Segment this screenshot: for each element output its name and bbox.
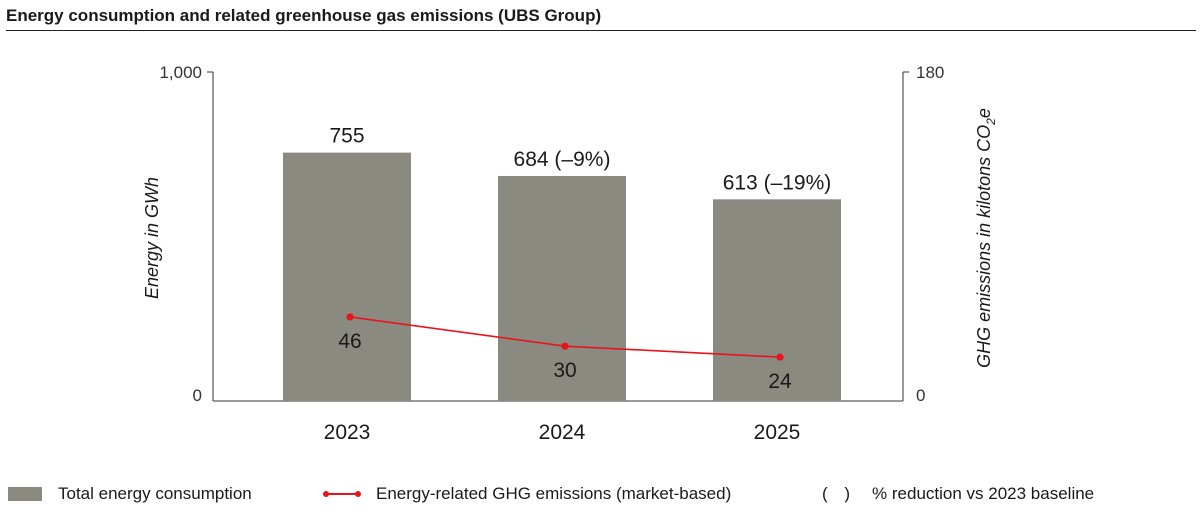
emissions-point-2025 xyxy=(776,353,784,361)
bar-2024 xyxy=(498,175,626,401)
chart-title: Energy consumption and related greenhous… xyxy=(6,6,602,25)
legend-paren-symbol: ( ) xyxy=(822,484,857,503)
right-axis-title-subscript: 2 xyxy=(984,118,998,126)
legend-item-emissions: Energy-related GHG emissions (market-bas… xyxy=(322,484,731,504)
legend-item-note: ( ) % reduction vs 2023 baseline xyxy=(822,484,1094,504)
right-axis-title-tail: e xyxy=(974,108,994,118)
bar-value-label-2023: 755 xyxy=(329,125,364,148)
emissions-point-2023 xyxy=(346,313,354,321)
bar-2025 xyxy=(713,199,841,401)
left-tick-max-label: 1,000 xyxy=(159,63,202,82)
chart-area: 1,000 0 180 0 Energy in GWh GHG emission… xyxy=(142,63,998,444)
left-tick-zero-label: 0 xyxy=(193,386,202,405)
category-label-2024: 2024 xyxy=(539,421,586,444)
legend-note-label: % reduction vs 2023 baseline xyxy=(872,484,1095,503)
legend: Total energy consumption Energy-related … xyxy=(0,484,1200,508)
right-tick-max-label: 180 xyxy=(916,63,944,82)
right-axis-title: GHG emissions in kilotons CO2e xyxy=(974,108,998,368)
legend-energy-label: Total energy consumption xyxy=(58,484,252,503)
left-axis-title: Energy in GWh xyxy=(142,177,162,299)
emissions-value-label-2023: 46 xyxy=(338,330,361,353)
title-divider xyxy=(6,30,1196,31)
category-label-2025: 2025 xyxy=(754,421,801,444)
emissions-value-label-2025: 24 xyxy=(768,370,792,393)
legend-line-swatch xyxy=(323,491,361,497)
legend-bar-swatch xyxy=(8,487,42,501)
bar-2023 xyxy=(283,152,411,401)
category-label-2023: 2023 xyxy=(324,421,371,444)
right-axis-title-main: GHG emissions in kilotons CO xyxy=(974,125,994,368)
emissions-value-label-2024: 30 xyxy=(553,359,576,382)
legend-emissions-label: Energy-related GHG emissions (market-bas… xyxy=(376,484,732,503)
legend-item-energy: Total energy consumption xyxy=(8,484,252,504)
bar-value-label-2025: 613 (–19%) xyxy=(723,171,832,194)
bar-value-label-2024: 684 (–9%) xyxy=(514,148,611,171)
emissions-point-2024 xyxy=(561,342,569,350)
right-tick-zero-label: 0 xyxy=(916,386,925,405)
